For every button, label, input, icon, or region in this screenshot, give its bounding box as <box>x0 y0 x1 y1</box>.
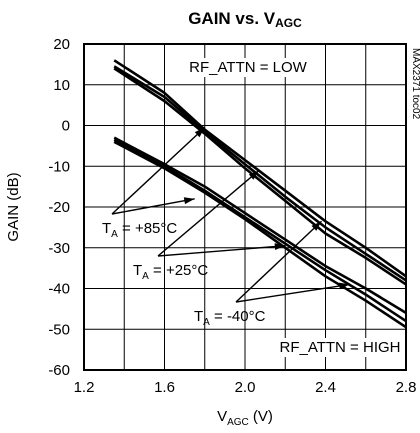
annotation-pointer-line <box>111 198 195 215</box>
annotation-pointer-line <box>157 169 260 257</box>
annotation-85c-sub: A <box>111 229 118 240</box>
y-tick-label: 0 <box>62 118 70 135</box>
chart-title-sub: AGC <box>275 16 302 30</box>
annotation-arrowhead <box>183 197 195 205</box>
annotation-m40c-sub: A <box>203 317 210 328</box>
y-tick-label: 10 <box>53 77 70 94</box>
annotation-pointer-line <box>111 127 206 215</box>
side-code: MAX2371 toc02 <box>410 48 420 120</box>
y-tick-label: 20 <box>53 36 70 53</box>
annotation-25c-main: T <box>133 262 142 279</box>
annotation-arrowhead <box>311 221 322 231</box>
annotation-m40c-rest: = -40°C <box>210 308 266 325</box>
y-tick-label: -40 <box>48 281 70 298</box>
series-line-high-2 <box>113 140 407 329</box>
series-line-high-1 <box>113 138 407 323</box>
annotation-85c-rest: = +85°C <box>118 220 178 237</box>
y-tick-label: -20 <box>48 199 70 216</box>
annotation-m40c: TA = -40°C <box>194 308 266 328</box>
annotation-25c-sub: A <box>142 271 149 282</box>
annotation-arrowhead <box>338 282 350 290</box>
x-tick-label: 1.6 <box>154 379 175 396</box>
series-line-low-0 <box>113 59 407 278</box>
x-axis-label: VAGC (V) <box>217 408 273 428</box>
annotation-pointer-line <box>235 220 322 303</box>
annotation-arrowhead <box>248 170 260 180</box>
series-line-low-2 <box>113 67 407 286</box>
annotation-25c-rest: = +25°C <box>149 262 209 279</box>
series-line-high-0 <box>113 136 407 315</box>
tick-layer: 1.2 1.6 2.0 2.4 2.8 -60 -50 -40 -30 -20 -10 0 10 20 <box>48 36 416 396</box>
y-tick-label: -60 <box>48 362 70 379</box>
x-axis-label-sub: AGC <box>227 417 249 428</box>
label-backing <box>186 58 311 77</box>
y-axis-label: GAIN (dB) <box>5 172 22 241</box>
x-tick-label: 2.8 <box>396 379 417 396</box>
chart-title-main: GAIN vs. V <box>188 9 276 28</box>
annotation-pointer-line <box>235 283 350 303</box>
x-axis-label-unit: (V) <box>249 408 273 425</box>
x-tick-label: 2.4 <box>315 379 336 396</box>
x-tick-label: 1.2 <box>74 379 95 396</box>
group-label-high: RF_ATTN = HIGH <box>280 339 401 356</box>
annotation-pointer-line <box>157 245 286 257</box>
annotation-85c: TA = +85°C <box>102 220 177 240</box>
series-layer <box>113 59 407 329</box>
annotation-arrowhead <box>194 127 205 138</box>
x-tick-label: 2.0 <box>235 379 256 396</box>
x-axis-label-main: V <box>217 408 227 425</box>
annotation-m40c-main: T <box>194 308 203 325</box>
annotation-25c: TA = +25°C <box>133 262 208 282</box>
group-label-low: RF_ATTN = LOW <box>189 59 307 76</box>
chart-title: GAIN vs. VAGC <box>188 9 302 30</box>
plot-frame <box>83 43 407 371</box>
annotation-arrowhead <box>274 243 286 250</box>
series-line-low-1 <box>113 65 407 282</box>
annotation-85c-main: T <box>102 220 111 237</box>
y-tick-label: -50 <box>48 321 70 338</box>
y-tick-label: -30 <box>48 240 70 257</box>
label-backing <box>276 338 404 357</box>
pointer-layer <box>111 127 350 303</box>
y-tick-label: -10 <box>48 158 70 175</box>
